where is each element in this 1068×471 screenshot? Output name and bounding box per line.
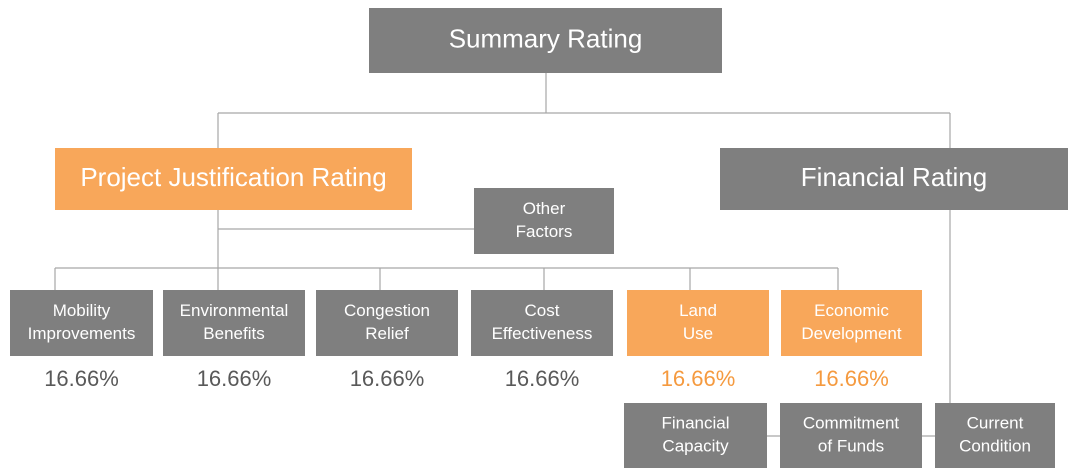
node-label: Environmental [180,301,289,320]
connector [217,73,951,148]
node-label: Mobility [53,301,111,320]
node: Environmental Benefits [163,290,305,356]
node-label: Project Justification Rating [80,162,386,192]
node-label: Cost [525,301,560,320]
node-label: Effectiveness [492,324,593,343]
node: Cost Effectiveness [471,290,613,356]
node-label: Condition [959,436,1031,455]
node-box [474,188,614,254]
node-label: Congestion [344,301,430,320]
node-label: of Funds [818,436,884,455]
node-box [369,8,722,73]
node-box [780,403,922,468]
node-label: Financial [661,414,729,433]
node-label: Factors [516,222,573,241]
node: Congestion Relief [316,290,458,356]
node-box [627,290,769,356]
weight-label: 16.66% [661,366,736,391]
connectors [54,73,951,437]
node: Project Justification Rating [55,148,412,210]
node: Mobility Improvements [10,290,153,356]
node-label: Economic [814,301,889,320]
node-label: Relief [365,324,409,343]
node-label: Current [967,414,1024,433]
node-label: Development [801,324,901,343]
node: Other Factors [474,188,614,254]
node-box [471,290,613,356]
node: Economic Development [781,290,922,356]
node-box [624,403,767,468]
node: Commitment of Funds [780,403,922,468]
weight-label: 16.66% [197,366,272,391]
node-label: Financial Rating [801,162,987,192]
node-label: Commitment [803,414,900,433]
node-box [720,148,1068,210]
node-box [781,290,922,356]
node: Current Condition [935,403,1055,468]
node-box [163,290,305,356]
node-label: Capacity [662,436,729,455]
weight-label: 16.66% [350,366,425,391]
node-label: Other [523,199,566,218]
node-box [55,148,412,210]
node: Land Use [627,290,769,356]
weight-label: 16.66% [505,366,580,391]
connector [767,210,951,437]
node-label: Improvements [28,324,136,343]
node: Financial Rating [720,148,1068,210]
node-label: Summary Rating [449,23,643,53]
weight-label: 16.66% [44,366,119,391]
node: Summary Rating [369,8,722,73]
node-label: Use [683,324,713,343]
node-label: Benefits [203,324,264,343]
node-box [316,290,458,356]
node-box [935,403,1055,468]
node-label: Land [679,301,717,320]
connector [54,210,839,290]
node-box [10,290,153,356]
node: Financial Capacity [624,403,767,468]
weight-label: 16.66% [814,366,889,391]
